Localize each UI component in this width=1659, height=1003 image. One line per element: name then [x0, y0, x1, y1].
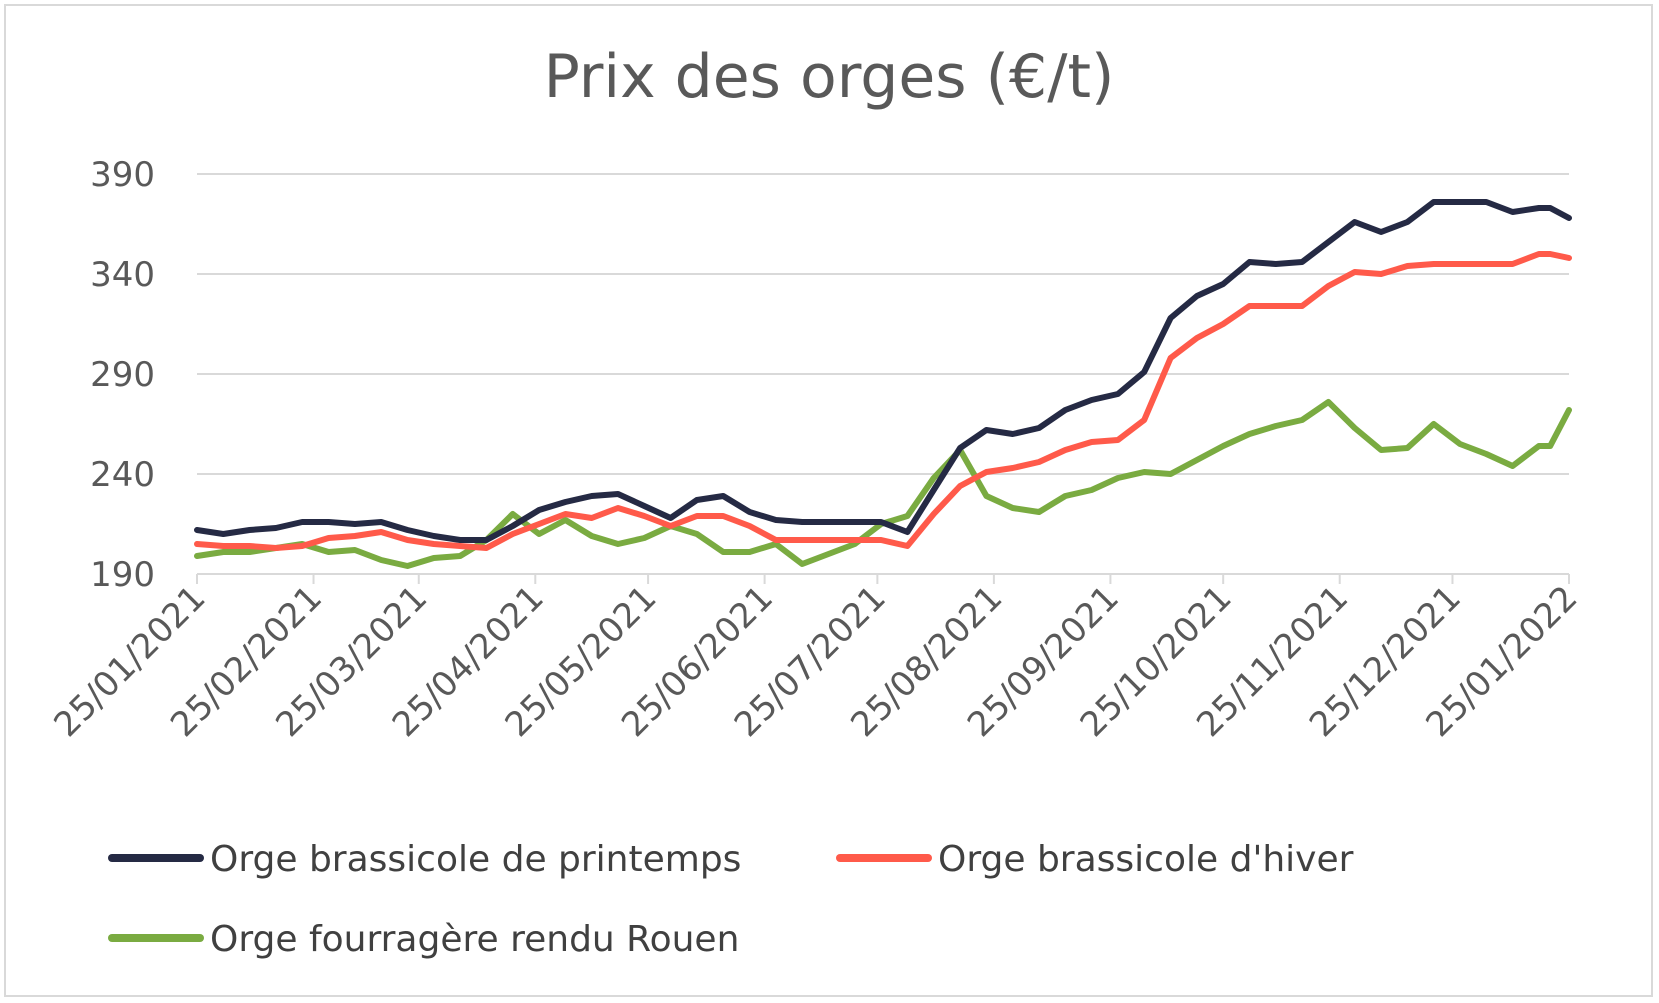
- chart-frame: [4, 4, 1653, 997]
- y-tick-label: 390: [90, 155, 155, 195]
- y-tick-label: 240: [90, 455, 155, 495]
- legend-label: Orge brassicole de printemps: [210, 839, 741, 880]
- y-tick-label: 340: [90, 255, 155, 295]
- x-axis-ticks: 25/01/202125/02/202125/03/202125/04/2021…: [47, 574, 1585, 745]
- legend-label: Orge brassicole d'hiver: [938, 839, 1354, 880]
- y-tick-label: 190: [90, 555, 155, 595]
- series-line-1: [194, 251, 1572, 551]
- series-line-0: [194, 199, 1572, 543]
- y-tick-label: 290: [90, 355, 155, 395]
- series-lines: [194, 199, 1572, 569]
- chart-title: Prix des orges (€/t): [544, 42, 1115, 112]
- legend: Orge brassicole de printemps Orge brassic…: [108, 839, 1354, 960]
- gridlines: [197, 173, 1569, 475]
- series-line-2: [194, 399, 1572, 569]
- legend-label: Orge fourragère rendu Rouen: [210, 919, 739, 960]
- y-axis-ticks: 390 340 290 240 190: [90, 155, 155, 595]
